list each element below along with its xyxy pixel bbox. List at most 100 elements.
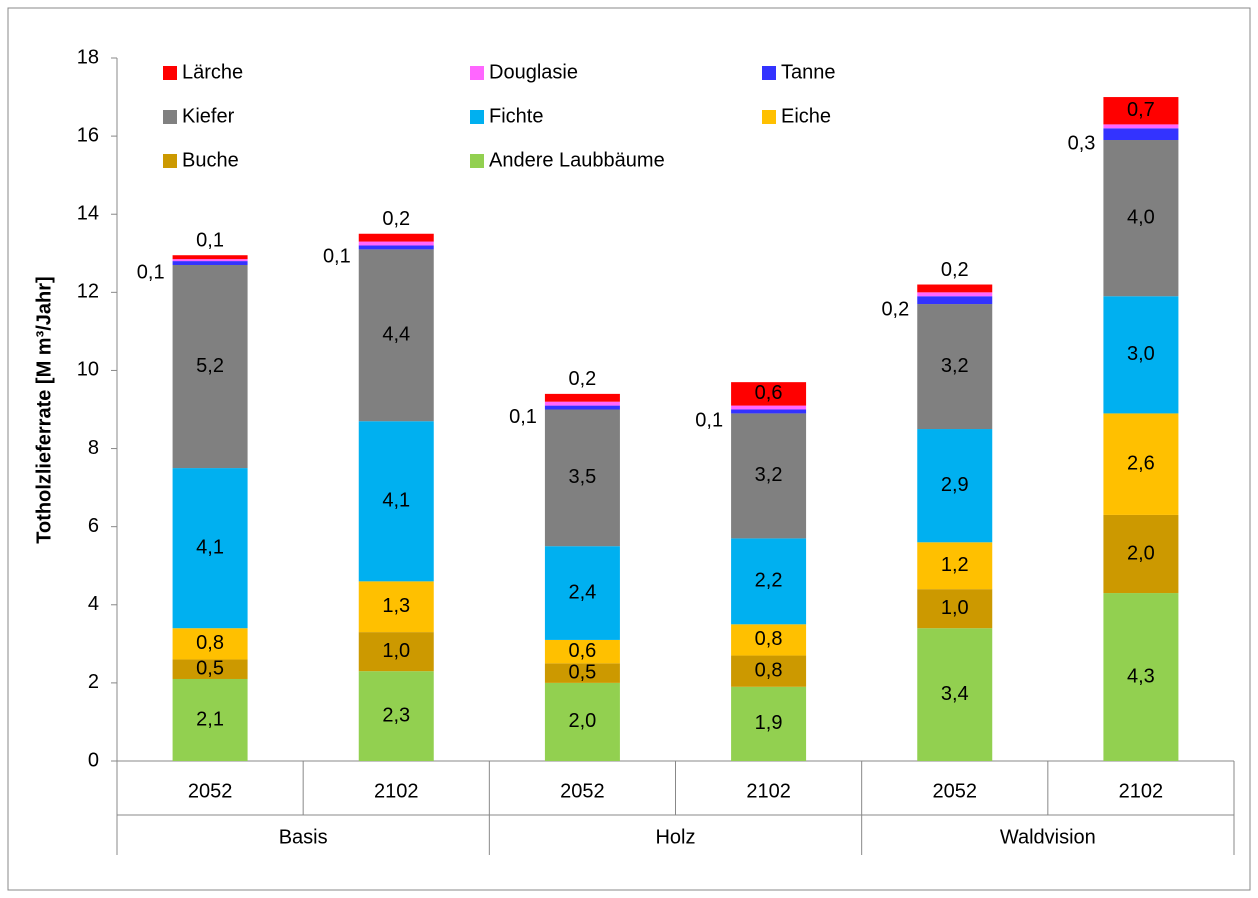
bar-segment xyxy=(544,393,620,402)
data-label: 0,5 xyxy=(569,661,597,683)
bar-segment xyxy=(1103,296,1179,414)
y-tick-label: 18 xyxy=(77,46,99,68)
bar-segment xyxy=(731,624,807,656)
x-tick-label: 2102 xyxy=(374,780,419,802)
legend-label: Buche xyxy=(182,149,239,171)
bar-segment xyxy=(1103,413,1179,515)
data-label: 3,2 xyxy=(755,464,783,486)
bar-segment xyxy=(917,296,993,305)
bar-segment xyxy=(917,304,993,430)
data-label: 0,3 xyxy=(1068,132,1096,154)
data-label: 5,2 xyxy=(196,355,224,377)
y-tick-label: 4 xyxy=(88,593,99,615)
legend-label: Kiefer xyxy=(182,105,235,127)
y-tick-label: 0 xyxy=(88,749,99,771)
legend-swatch xyxy=(163,154,177,168)
y-tick-label: 2 xyxy=(88,671,99,693)
data-label: 4,4 xyxy=(382,324,410,346)
x-tick-label: 2102 xyxy=(746,780,791,802)
bar-segment xyxy=(358,245,434,250)
bar-segment xyxy=(358,632,434,672)
data-label: 0,1 xyxy=(137,261,165,283)
group-label: Basis xyxy=(279,826,328,848)
bar-segment xyxy=(172,468,248,629)
data-label: 0,1 xyxy=(509,406,537,428)
bar-segment xyxy=(1103,128,1179,141)
data-label: 4,1 xyxy=(382,490,410,512)
y-tick-label: 6 xyxy=(88,515,99,537)
bar-segment xyxy=(1103,97,1179,125)
data-label: 0,6 xyxy=(569,640,597,662)
bar-segment xyxy=(544,405,620,410)
data-label: 1,0 xyxy=(941,597,969,619)
data-label: 0,8 xyxy=(755,659,783,681)
bar-segment xyxy=(172,628,248,660)
legend-label: Fichte xyxy=(489,105,543,127)
y-axis-title: Totholzlieferrate [M m³/Jahr] xyxy=(33,276,55,543)
y-tick-label: 16 xyxy=(77,124,99,146)
bar-segment xyxy=(1103,593,1179,761)
data-label: 0,7 xyxy=(1127,99,1155,121)
bar-segment xyxy=(917,292,993,297)
data-label: 0,1 xyxy=(196,230,224,252)
data-label: 0,1 xyxy=(695,410,723,432)
data-label: 2,0 xyxy=(569,710,597,732)
bar-segment xyxy=(731,655,807,687)
bar-segment xyxy=(172,259,248,262)
bar-segment xyxy=(358,249,434,422)
data-label: 4,0 xyxy=(1127,206,1155,228)
data-label: 2,1 xyxy=(196,708,224,730)
legend-swatch xyxy=(470,110,484,124)
bar-segment xyxy=(731,409,807,414)
legend-swatch xyxy=(163,110,177,124)
data-label: 3,4 xyxy=(941,683,969,705)
bar-segment xyxy=(544,663,620,683)
bar-segment xyxy=(1103,140,1179,297)
bar-segment xyxy=(172,261,248,265)
bar-segment xyxy=(1103,514,1179,594)
group-label: Waldvision xyxy=(1000,826,1096,848)
bar-segment xyxy=(172,264,248,469)
bar-segment xyxy=(917,284,993,293)
bar-segment xyxy=(731,686,807,761)
bar-segment xyxy=(1103,124,1179,129)
bar-segment xyxy=(917,589,993,629)
data-label: 4,3 xyxy=(1127,665,1155,687)
bar-segment xyxy=(544,401,620,406)
legend-swatch xyxy=(163,66,177,80)
data-label: 0,2 xyxy=(881,298,909,320)
x-tick-label: 2102 xyxy=(1119,780,1164,802)
data-label: 0,5 xyxy=(196,658,224,680)
data-label: 0,2 xyxy=(569,368,597,390)
x-tick-label: 2052 xyxy=(188,780,233,802)
data-label: 2,6 xyxy=(1127,452,1155,474)
legend-label: Lärche xyxy=(182,61,243,83)
data-label: 2,2 xyxy=(755,570,783,592)
data-label: 3,2 xyxy=(941,355,969,377)
y-tick-label: 10 xyxy=(77,359,99,381)
data-label: 4,1 xyxy=(196,536,224,558)
data-label: 0,8 xyxy=(755,628,783,650)
data-label: 1,2 xyxy=(941,554,969,576)
data-label: 0,8 xyxy=(196,632,224,654)
bar-segment xyxy=(917,429,993,543)
bar-segment xyxy=(358,241,434,246)
bar-segment xyxy=(172,678,248,761)
bar-segment xyxy=(731,405,807,410)
bar-segment xyxy=(917,628,993,761)
y-tick-label: 8 xyxy=(88,437,99,459)
bar-segment xyxy=(358,671,434,761)
data-label: 1,0 xyxy=(382,640,410,662)
data-label: 2,0 xyxy=(1127,542,1155,564)
data-label: 1,9 xyxy=(755,712,783,734)
y-tick-label: 14 xyxy=(77,203,99,225)
bar-segment xyxy=(917,542,993,590)
bar-segment xyxy=(358,233,434,242)
data-label: 2,4 xyxy=(569,581,597,603)
bar-segment xyxy=(358,581,434,633)
data-label: 0,2 xyxy=(941,259,969,281)
bar-segment xyxy=(358,421,434,582)
x-tick-label: 2052 xyxy=(560,780,605,802)
bar-segment xyxy=(544,639,620,664)
bar-segment xyxy=(172,255,248,260)
